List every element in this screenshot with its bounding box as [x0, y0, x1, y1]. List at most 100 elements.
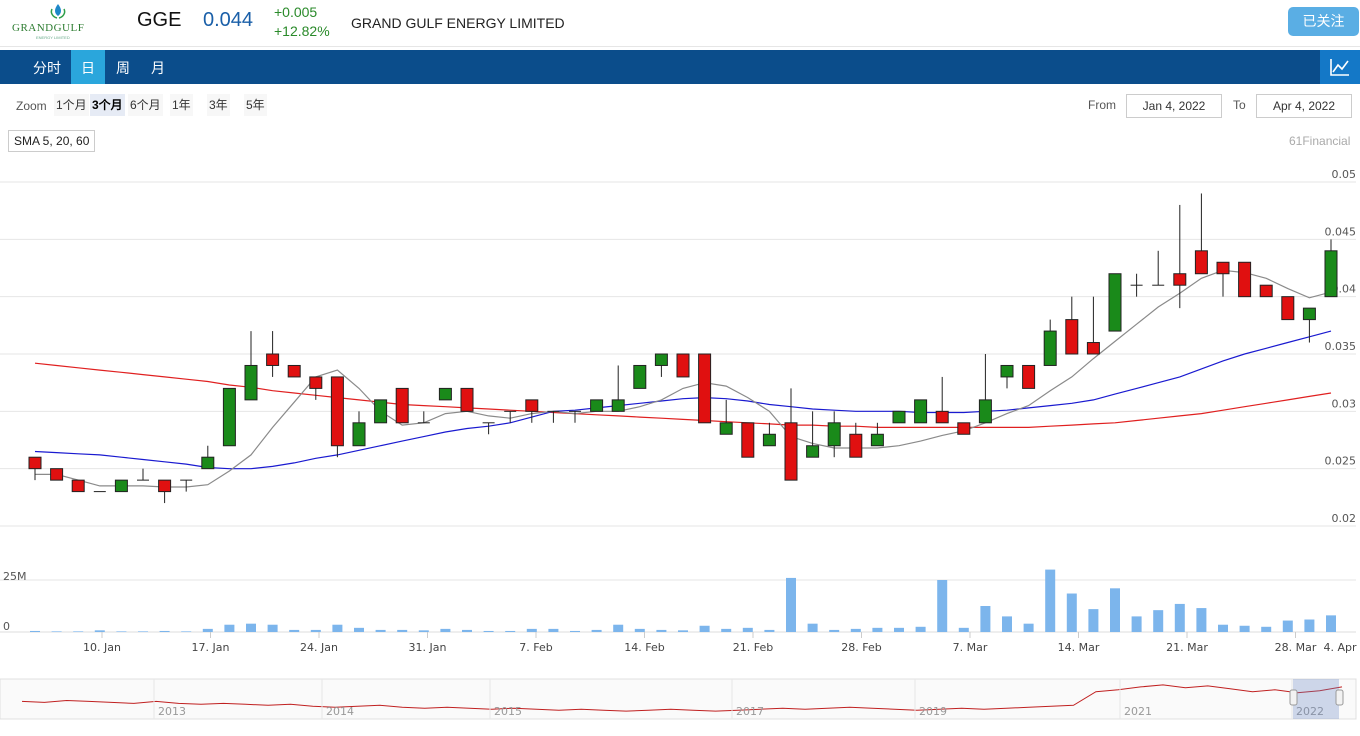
candle: [762, 422, 776, 447]
from-label: From: [1088, 98, 1116, 112]
follow-button[interactable]: 已关注: [1288, 7, 1359, 36]
candle-body: [525, 399, 539, 412]
candle-body: [395, 387, 409, 424]
candle-body: [28, 456, 42, 470]
volume-bar: [742, 627, 753, 632]
x-tick-label: 28. Feb: [841, 641, 881, 654]
candle: [395, 387, 409, 424]
volume-bar: [1261, 626, 1272, 632]
sma5-line: [35, 269, 1332, 488]
candle: [287, 364, 301, 378]
candle: [374, 399, 388, 424]
candle: [482, 422, 495, 435]
volume-bar: [267, 624, 278, 632]
tab-daily[interactable]: 日: [71, 50, 105, 84]
zoom-3y-button[interactable]: 3年: [207, 94, 230, 116]
candle-body: [1281, 296, 1295, 321]
candle: [438, 387, 452, 401]
grid-lines: [0, 181, 1356, 527]
chart-type-button[interactable]: [1320, 50, 1360, 84]
from-date-input[interactable]: Jan 4, 2022: [1126, 94, 1222, 118]
chart-credit: 61Financial: [1289, 134, 1351, 148]
candle: [309, 376, 323, 400]
volume-bar: [915, 626, 926, 632]
candle-body: [633, 364, 647, 389]
candle: [266, 331, 280, 377]
volume-tick-label: 25M: [3, 570, 27, 583]
candle-body: [352, 422, 366, 447]
price-change: +0.005 +12.82%: [274, 3, 330, 41]
y-tick-label: 0.035: [1325, 340, 1357, 353]
logo-text: GRANDGULF: [12, 22, 85, 34]
navigator-year-label: 2019: [919, 705, 947, 718]
volume-bar: [786, 577, 796, 632]
volume-bar: [289, 629, 300, 632]
candle: [978, 354, 992, 424]
candle-body: [201, 456, 215, 470]
sma5-path: [35, 269, 1332, 488]
navigator[interactable]: 2013 2014 2015 2017 2019 2021 2022: [0, 678, 1357, 720]
candle: [957, 422, 971, 435]
volume-bar: [829, 629, 840, 632]
volume-bar: [310, 629, 321, 632]
sma20-line: [34, 330, 1332, 470]
candle: [1065, 296, 1079, 355]
volume-bar: [246, 623, 256, 632]
zoom-6m-button[interactable]: 6个月: [128, 94, 163, 116]
candle: [849, 422, 863, 458]
volume-bar: [354, 627, 364, 632]
tab-monthly[interactable]: 月: [151, 60, 165, 76]
volume-axis-labels: 0 25M: [3, 570, 27, 633]
candle: [330, 376, 344, 458]
candle: [222, 387, 236, 447]
candle: [870, 422, 884, 447]
volume-bar: [1088, 609, 1099, 632]
tab-intraday[interactable]: 分时: [33, 60, 61, 76]
zoom-3m-button[interactable]: 3个月: [90, 94, 125, 116]
candle: [1259, 284, 1273, 298]
candle-body: [1259, 284, 1273, 298]
y-tick-label: 0.03: [1332, 397, 1357, 410]
x-tick-label: 7. Mar: [953, 641, 988, 654]
volume-bar: [872, 627, 883, 632]
candle-body: [1238, 261, 1252, 298]
zoom-1y-button[interactable]: 1年: [170, 94, 193, 116]
candle: [50, 468, 64, 481]
x-tick-label: 24. Jan: [300, 641, 338, 654]
to-label: To: [1233, 98, 1246, 112]
candle-body: [1302, 307, 1316, 321]
sma20-path: [34, 330, 1332, 470]
candle-body: [590, 399, 604, 412]
x-axis-labels: 10. Jan 17. Jan 24. Jan 31. Jan 7. Feb 14. Fe…: [83, 632, 1357, 654]
volume-bar: [1196, 608, 1207, 632]
candle-body: [1043, 330, 1057, 366]
candle-body: [1065, 319, 1079, 355]
navigator-selection: [1293, 679, 1339, 719]
candle-body: [870, 433, 884, 447]
navigator-year-label: 2013: [158, 705, 186, 718]
volume-bar: [73, 631, 84, 632]
candle: [201, 445, 215, 470]
x-tick-label: 7. Feb: [519, 641, 552, 654]
candle: [1022, 364, 1036, 389]
tab-weekly[interactable]: 周: [116, 60, 130, 76]
candle-body: [698, 353, 712, 424]
change-value: +0.005: [274, 4, 318, 20]
candle: [892, 410, 906, 424]
y-tick-label: 0.05: [1332, 168, 1357, 181]
to-date-input[interactable]: Apr 4, 2022: [1256, 94, 1352, 118]
navigator-background: [0, 678, 1357, 720]
volume-bar: [1023, 623, 1034, 632]
candle: [158, 479, 172, 504]
volume-bars: [0, 569, 1356, 633]
candle: [114, 479, 128, 493]
navigator-year-label: 2021: [1124, 705, 1152, 718]
zoom-5y-button[interactable]: 5年: [244, 94, 267, 116]
navigator-series: [21, 684, 1343, 712]
candle: [1194, 193, 1208, 275]
candle-body: [676, 353, 690, 378]
volume-bar: [138, 631, 148, 632]
volume-bar: [332, 624, 343, 632]
x-tick-label: 21. Feb: [733, 641, 773, 654]
zoom-1m-button[interactable]: 1个月: [54, 94, 89, 116]
